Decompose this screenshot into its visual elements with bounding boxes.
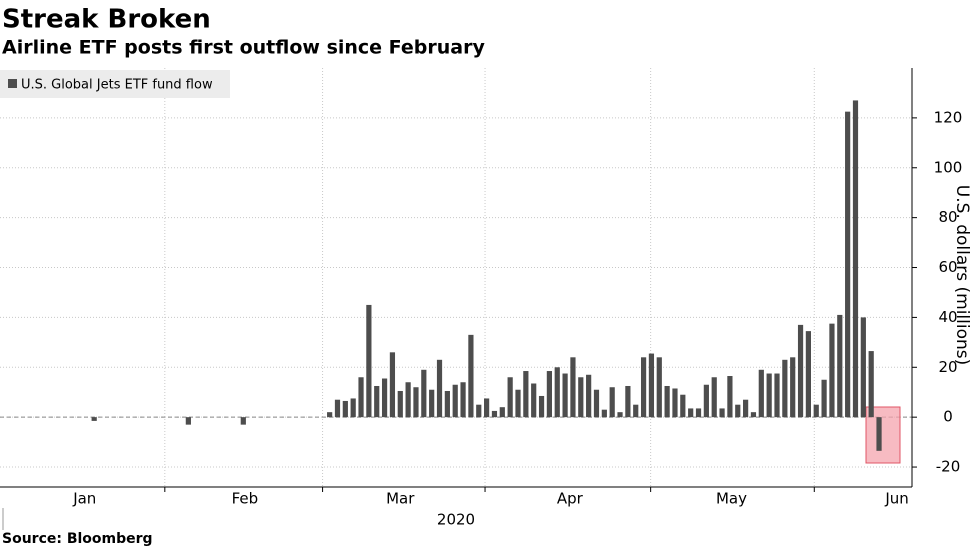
x-tick-label: Jan [72, 490, 96, 508]
bar [797, 324, 804, 418]
bar [389, 352, 396, 418]
y-tick-label: 80 [938, 208, 957, 226]
bar [852, 100, 859, 418]
bar [366, 304, 372, 418]
bar [640, 357, 647, 418]
bar [342, 400, 348, 418]
bar [695, 408, 702, 418]
bar [350, 398, 356, 418]
bar [774, 373, 780, 418]
bar [334, 399, 341, 418]
bar [421, 369, 427, 418]
y-tick-label: -20 [936, 458, 961, 476]
bar [703, 384, 709, 418]
bar [452, 384, 458, 418]
bar [531, 383, 537, 418]
bar [515, 389, 521, 418]
bar [845, 111, 851, 418]
bar [750, 412, 757, 418]
bar [593, 389, 600, 418]
bar [664, 385, 670, 418]
bar [499, 407, 505, 418]
bar [735, 404, 741, 418]
x-tick-label: Apr [557, 490, 584, 508]
bar [538, 395, 545, 418]
bar [468, 334, 474, 418]
y-tick-label: 40 [938, 308, 957, 326]
bar [562, 373, 568, 418]
source: Source: Bloomberg [2, 531, 153, 547]
bar [405, 382, 411, 418]
bar [327, 412, 333, 418]
y-tick-label: 120 [934, 108, 963, 126]
bar [688, 408, 694, 418]
bar [429, 389, 435, 418]
bar [374, 385, 380, 418]
chart-title: Streak Broken [2, 5, 211, 35]
bar [491, 410, 498, 418]
bar [578, 377, 584, 418]
x-tick-label: Jun [884, 490, 908, 508]
bar [601, 409, 607, 418]
bar [790, 357, 796, 418]
bar [460, 382, 466, 418]
bar [523, 371, 529, 418]
legend-swatch [8, 79, 17, 88]
bar [617, 412, 623, 418]
y-tick-label: 0 [943, 408, 953, 426]
bar [821, 379, 827, 418]
y-axis-label: U.S. dollars (millions) [952, 185, 972, 366]
y-tick-label: 60 [938, 258, 957, 276]
bar [609, 387, 615, 418]
bar [719, 408, 725, 418]
bar [358, 377, 364, 418]
bar [868, 351, 874, 418]
bar [413, 387, 419, 418]
bar [546, 371, 552, 418]
bar [876, 417, 882, 451]
x-tick-label: Feb [232, 490, 259, 508]
bar [829, 323, 835, 418]
bar [436, 359, 443, 418]
bar [91, 417, 97, 421]
bar [656, 357, 662, 418]
chart-subtitle: Airline ETF posts first outflow since Fe… [2, 37, 485, 59]
bar [507, 377, 513, 418]
bar [484, 398, 490, 418]
y-tick-label: 100 [934, 158, 963, 176]
x-axis-label: 2020 [437, 511, 475, 529]
bar [813, 404, 819, 418]
bar [397, 390, 403, 418]
x-tick-label: Mar [386, 490, 415, 508]
bar [648, 353, 655, 418]
y-tick-label: 20 [938, 358, 957, 376]
bar [586, 374, 592, 418]
bar [633, 404, 639, 418]
bar [743, 399, 749, 418]
bar [185, 417, 191, 425]
bar [240, 417, 246, 425]
bar [444, 390, 450, 418]
legend-label: U.S. Global Jets ETF fund flow [21, 78, 213, 93]
bar [625, 385, 631, 418]
bar [805, 331, 811, 418]
bar [476, 404, 482, 418]
bar [860, 317, 866, 418]
bar [672, 388, 678, 418]
bar [554, 367, 560, 418]
bar [711, 377, 717, 418]
legend-box [0, 70, 230, 98]
bar [766, 373, 772, 418]
bar [782, 359, 788, 418]
bar [570, 357, 576, 418]
bar [680, 394, 686, 418]
highlight-box [865, 406, 901, 464]
x-tick-label: May [716, 490, 747, 508]
bar [837, 314, 843, 418]
bar [758, 369, 764, 418]
bar [727, 376, 733, 418]
bar [381, 378, 388, 418]
